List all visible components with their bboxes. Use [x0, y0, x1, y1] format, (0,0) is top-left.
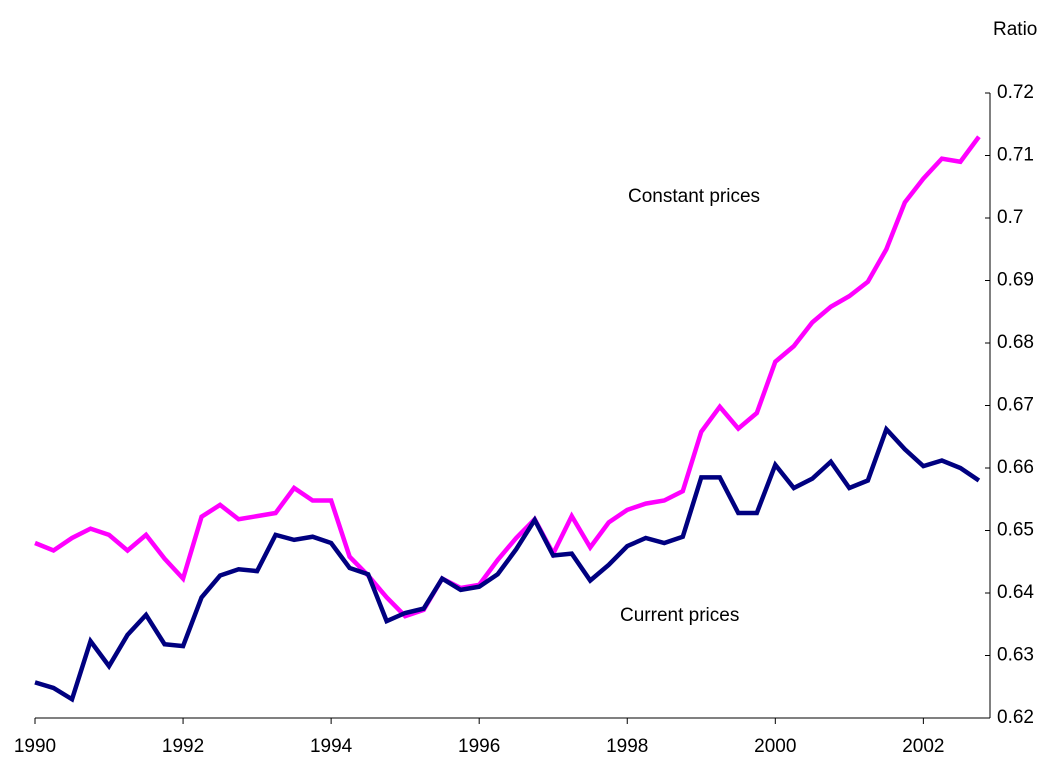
y-tick-label: 0.67 — [997, 395, 1034, 416]
x-tick-label: 2000 — [754, 736, 796, 757]
y-tick-label: 0.66 — [997, 457, 1034, 478]
y-axis-label: Ratio — [993, 19, 1037, 40]
series-line — [34, 135, 981, 619]
series-label: Current prices — [620, 605, 739, 626]
y-tick-label: 0.69 — [997, 270, 1034, 291]
y-tick-label: 0.71 — [997, 145, 1034, 166]
x-tick-label: 1998 — [606, 736, 648, 757]
y-tick-label: 0.65 — [997, 520, 1034, 541]
x-tick-label: 1990 — [14, 736, 56, 757]
x-tick-label: 1992 — [162, 736, 204, 757]
x-tick-label: 1996 — [458, 736, 500, 757]
y-tick-label: 0.7 — [997, 207, 1023, 228]
x-tick-label: 1994 — [310, 736, 353, 757]
x-tick-label: 2002 — [902, 736, 944, 757]
series-label: Constant prices — [628, 186, 760, 207]
y-tick-label: 0.63 — [997, 645, 1034, 666]
y-tick-label: 0.62 — [997, 707, 1034, 728]
y-tick-label: 0.64 — [997, 582, 1034, 603]
y-tick-label: 0.72 — [997, 82, 1034, 103]
series-line — [34, 425, 981, 703]
y-tick-label: 0.68 — [997, 332, 1034, 353]
